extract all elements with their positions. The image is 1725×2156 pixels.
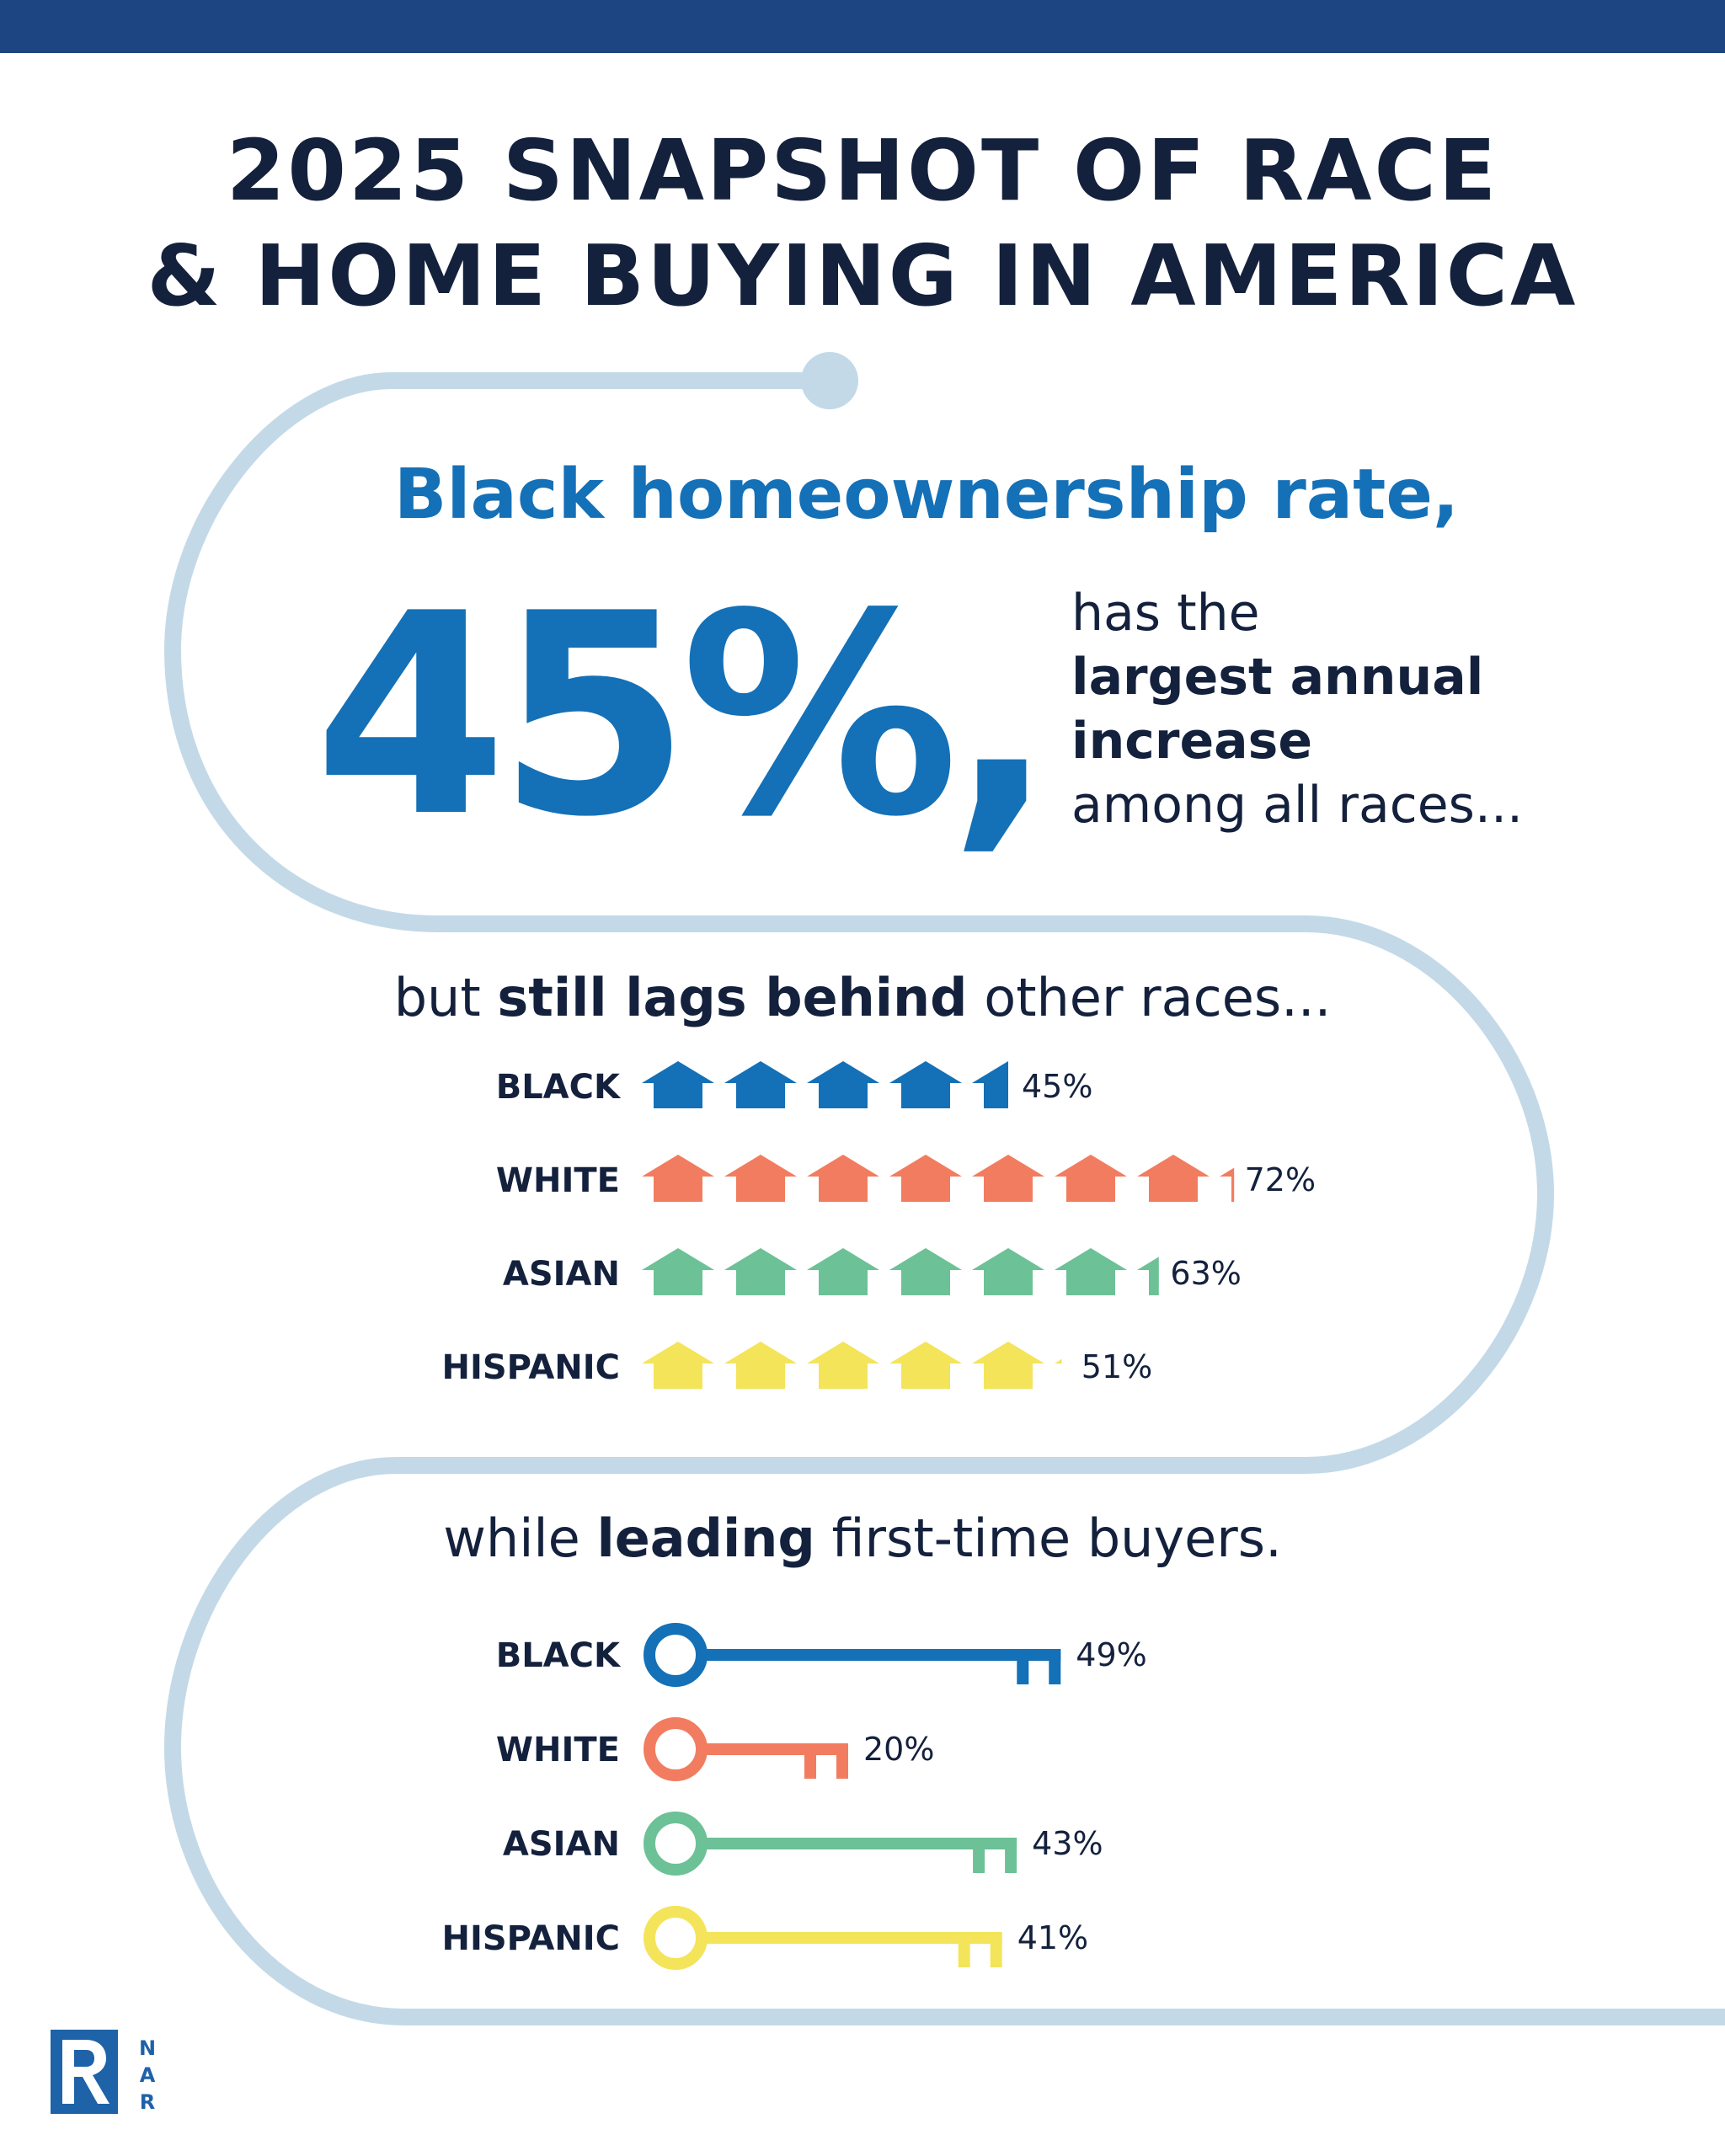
logo-letter-a: A: [140, 2063, 156, 2087]
home-label-asian: ASIAN: [503, 1255, 620, 1294]
house-icon-hispanic-2: [724, 1342, 797, 1389]
logo-letter-r: R: [140, 2090, 155, 2114]
house-icon-white-8: [1220, 1167, 1235, 1202]
house-icon-white-4: [889, 1155, 962, 1202]
house-icon-asian-6: [1055, 1248, 1127, 1295]
section-leading-heading: while leading first-time buyers.: [0, 1508, 1725, 1569]
page-title: 2025 SNAPSHOT OF RACE & HOME BUYING IN A…: [0, 118, 1725, 328]
home-value-black: 45%: [1022, 1068, 1092, 1105]
house-icon-asian-1: [642, 1248, 714, 1295]
key-label-asian: ASIAN: [503, 1825, 620, 1864]
key-value-white: 20%: [863, 1731, 934, 1768]
logo-letter-n: N: [139, 2036, 156, 2060]
house-icon-asian-7: [1137, 1257, 1159, 1295]
house-icon-black-5: [972, 1061, 1008, 1108]
desc-line-2: largest annual: [1071, 648, 1484, 707]
house-icon-hispanic-3: [807, 1342, 879, 1389]
nar-logo: N A R: [51, 2030, 156, 2114]
key-icon-hispanic: [644, 1906, 1002, 1970]
key-icon-black: [644, 1623, 1061, 1687]
home-label-hispanic: HISPANIC: [442, 1348, 620, 1387]
title-line-1: 2025 SNAPSHOT OF RACE: [226, 121, 1499, 220]
home-value-hispanic: 51%: [1081, 1348, 1152, 1385]
house-icon-white-2: [724, 1155, 797, 1202]
house-icon-hispanic-5: [972, 1342, 1044, 1389]
top-bar: [0, 0, 1725, 53]
house-icon-asian-4: [889, 1248, 962, 1295]
headline-description: has the largest annual increase among al…: [1071, 581, 1610, 837]
desc-line-4: among all races...: [1071, 776, 1524, 835]
key-value-black: 49%: [1076, 1636, 1146, 1673]
house-icon-black-2: [724, 1061, 797, 1108]
key-label-black: BLACK: [496, 1636, 622, 1675]
house-icon-asian-3: [807, 1248, 879, 1295]
house-icon-white-7: [1137, 1155, 1210, 1202]
path-start-dot: [801, 352, 858, 409]
home-label-white: WHITE: [496, 1161, 620, 1200]
lags-suffix: other races...: [967, 967, 1332, 1028]
house-icon-white-6: [1055, 1155, 1127, 1202]
headline-subtitle: Black homeownership rate,: [393, 455, 1460, 535]
home-value-white: 72%: [1245, 1161, 1316, 1198]
home-label-black: BLACK: [496, 1068, 622, 1107]
house-icon-hispanic-1: [642, 1342, 714, 1389]
headline-big-number: 45%,: [313, 554, 1055, 878]
house-icon-hispanic-4: [889, 1342, 962, 1389]
leading-emphasis: leading: [596, 1508, 815, 1569]
house-icon-white-3: [807, 1155, 879, 1202]
house-icon-white-5: [972, 1155, 1044, 1202]
first-time-buyers-chart: BLACK 49% WHITE 20% ASIAN 43% HISPANIC 41%: [442, 1623, 1147, 1970]
key-icon-white: [644, 1717, 848, 1781]
key-value-hispanic: 41%: [1017, 1919, 1088, 1956]
lags-prefix: but: [393, 967, 498, 1028]
house-icon-white-1: [642, 1155, 714, 1202]
house-icon-black-3: [807, 1061, 879, 1108]
key-value-asian: 43%: [1032, 1825, 1103, 1862]
key-label-white: WHITE: [496, 1731, 620, 1769]
leading-prefix: while: [443, 1508, 597, 1569]
title-line-2: & HOME BUYING IN AMERICA: [147, 227, 1578, 325]
section-lags-heading: but still lags behind other races...: [0, 967, 1725, 1028]
leading-suffix: first-time buyers.: [814, 1508, 1282, 1569]
lags-emphasis: still lags behind: [497, 967, 968, 1028]
house-icon-black-4: [889, 1061, 962, 1108]
desc-line-3: increase: [1071, 712, 1313, 771]
key-icon-asian: [644, 1812, 1017, 1876]
home-value-asian: 63%: [1170, 1255, 1241, 1292]
house-icon-asian-5: [972, 1248, 1044, 1295]
key-label-hispanic: HISPANIC: [442, 1919, 620, 1958]
homeownership-chart: BLACK 45% WHITE 72% ASIAN 63% HISPANIC 51%: [442, 1061, 1316, 1389]
house-icon-asian-2: [724, 1248, 797, 1295]
house-icon-black-1: [642, 1061, 714, 1108]
desc-line-1: has the: [1071, 584, 1260, 643]
